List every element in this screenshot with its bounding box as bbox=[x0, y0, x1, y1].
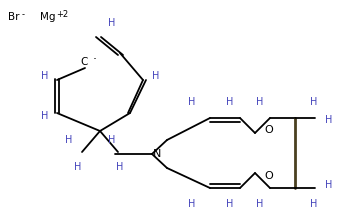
Text: H: H bbox=[65, 135, 72, 145]
Text: +2: +2 bbox=[56, 10, 68, 19]
Text: H: H bbox=[325, 115, 333, 125]
Text: H: H bbox=[40, 71, 48, 81]
Text: H: H bbox=[226, 199, 234, 209]
Text: -: - bbox=[22, 10, 25, 19]
Text: H: H bbox=[74, 162, 82, 172]
Text: H: H bbox=[310, 97, 317, 107]
Text: H: H bbox=[116, 162, 124, 172]
Text: H: H bbox=[40, 111, 48, 121]
Text: H: H bbox=[108, 135, 115, 145]
Text: C: C bbox=[81, 57, 88, 67]
Text: H: H bbox=[188, 199, 196, 209]
Text: N: N bbox=[153, 149, 162, 159]
Text: Br: Br bbox=[8, 12, 19, 22]
Text: O: O bbox=[264, 171, 273, 181]
Text: H: H bbox=[226, 97, 234, 107]
Text: H: H bbox=[108, 18, 116, 28]
Text: H: H bbox=[152, 71, 159, 81]
Text: H: H bbox=[188, 97, 196, 107]
Text: O: O bbox=[264, 125, 273, 135]
Text: ·: · bbox=[93, 54, 97, 67]
Text: H: H bbox=[256, 97, 264, 107]
Text: Mg: Mg bbox=[40, 12, 55, 22]
Text: H: H bbox=[325, 180, 333, 190]
Text: H: H bbox=[310, 199, 317, 209]
Text: H: H bbox=[256, 199, 264, 209]
